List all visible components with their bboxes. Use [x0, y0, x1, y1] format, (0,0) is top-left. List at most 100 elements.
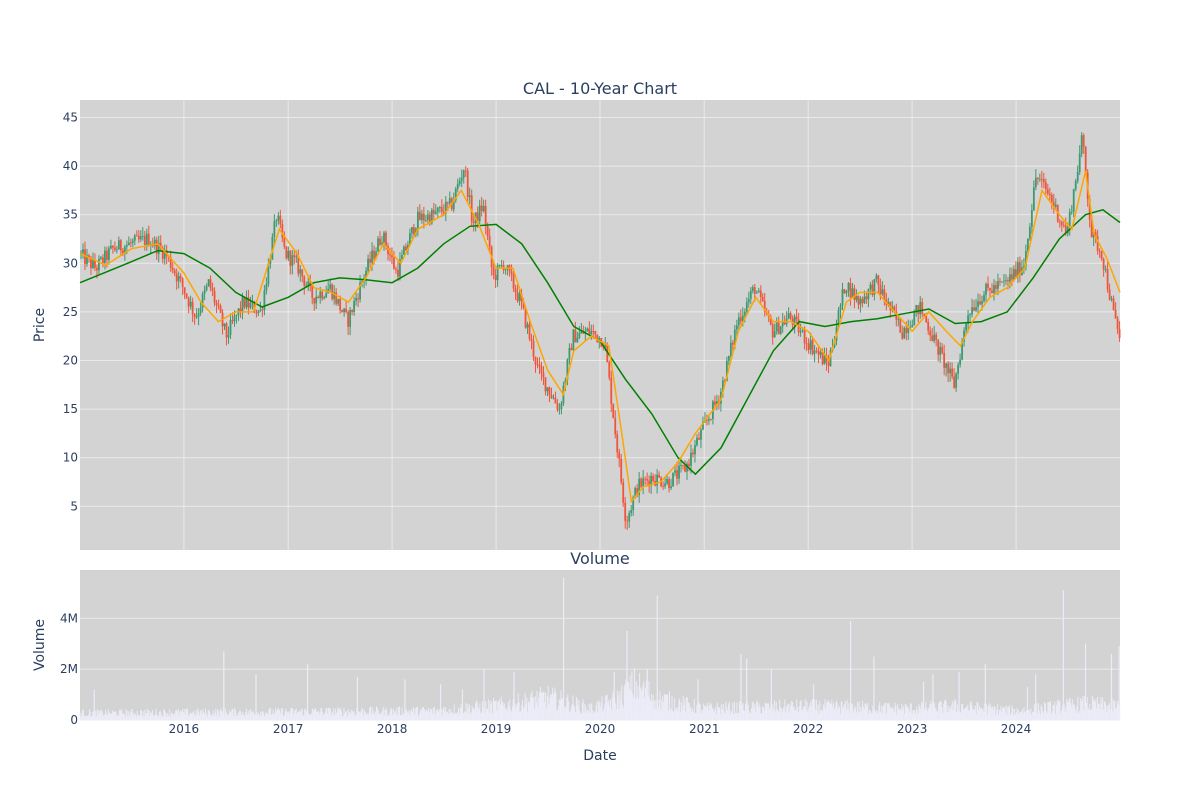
candle-body-265: [608, 361, 611, 378]
volume-bar-608: [598, 702, 600, 720]
volume-bar-192: [243, 715, 245, 720]
volume-bar-0: [79, 712, 81, 720]
volume-bar-543: [543, 691, 545, 720]
volume-bar-18: [94, 710, 96, 720]
volume-bar-680: [660, 709, 662, 720]
volume-bar-1147: [1059, 701, 1061, 720]
volume-bar-663: [645, 680, 647, 720]
volume-bar-456: [469, 704, 471, 720]
candle-body-475: [1026, 238, 1029, 252]
volume-bar-507: [512, 699, 514, 720]
volume-bar-871: [823, 706, 825, 720]
volume-bar-276: [315, 708, 317, 720]
volume-bar-40: [113, 711, 115, 720]
volume-bar-560: [557, 706, 559, 720]
candle-body-83: [245, 297, 248, 308]
volume-bar-670: [651, 701, 653, 720]
volume-bar-287: [324, 712, 326, 720]
volume-bar-889: [838, 707, 840, 720]
volume-bar-1075: [997, 714, 999, 720]
volume-bar-786: [751, 708, 753, 720]
volume-bar-992: [926, 711, 928, 720]
volume-bar-1086: [1007, 707, 1009, 720]
volume-bar-898: [846, 700, 848, 720]
candle-body-443: [963, 330, 965, 342]
volume-bar-1162: [1072, 699, 1074, 720]
volume-bar-981: [917, 713, 919, 720]
volume-bar-870: [822, 704, 824, 720]
volume-bar-916: [862, 700, 864, 720]
candle-body-239: [556, 403, 559, 410]
volume-bar-227: [273, 714, 275, 720]
volume-bar-525: [528, 701, 530, 720]
volume-bar-632: [619, 690, 621, 720]
candle-body-125: [329, 284, 332, 289]
volume-bar-943: [885, 702, 887, 720]
volume-bar-457: [469, 714, 471, 720]
volume-bar-629: [616, 690, 618, 720]
volume-bar-526: [528, 702, 530, 720]
volume-bar-1160: [1070, 702, 1072, 720]
volume-bar-386: [409, 714, 411, 720]
candle-body-159: [397, 269, 399, 277]
volume-bar-354: [381, 710, 383, 720]
volume-bar-1186: [1092, 698, 1094, 720]
volume-bar-34: [108, 711, 110, 720]
volume-bar-758: [727, 709, 729, 720]
volume-bar-1150: [1061, 705, 1063, 720]
volume-bar-521: [524, 692, 526, 720]
candle-body-441: [959, 359, 961, 365]
volume-bar-1111: [1028, 709, 1030, 720]
candle-body-74: [227, 334, 230, 338]
volume-bar-712: [687, 702, 689, 720]
volume-bar-101: [165, 716, 167, 720]
candle-body-42: [163, 250, 166, 259]
candle-body-184: [446, 201, 449, 204]
volume-bar-603: [594, 712, 596, 720]
candle-body-270: [618, 452, 621, 459]
volume-bar-679: [659, 691, 661, 720]
candle-body-46: [171, 268, 174, 271]
volume-bar-589: [582, 699, 584, 720]
volume-spike-10: [562, 577, 565, 720]
candle-body-70: [219, 305, 222, 313]
volume-bar-307: [341, 715, 343, 720]
candle-body-172: [422, 213, 425, 221]
volume-bar-409: [428, 712, 430, 720]
candle-body-49: [177, 276, 180, 282]
volume-bar-868: [821, 710, 823, 720]
volume-bar-472: [482, 707, 484, 720]
volume-bar-60: [130, 709, 132, 720]
volume-bar-1077: [999, 709, 1001, 720]
volume-bar-604: [595, 705, 597, 720]
volume-bar-681: [661, 700, 663, 720]
candle-body-450: [977, 301, 979, 308]
candle-body-469: [1015, 269, 1017, 277]
volume-bar-586: [580, 713, 582, 720]
volume-bar-551: [550, 694, 552, 720]
volume-bar-510: [515, 707, 517, 720]
candle-body-133: [345, 308, 348, 313]
candle-body-348: [773, 331, 776, 338]
candle-body-428: [933, 334, 936, 341]
candle-body-466: [1009, 274, 1011, 282]
volume-bar-707: [683, 705, 685, 720]
volume-bar-627: [615, 703, 617, 720]
volume-bar-838: [795, 710, 797, 720]
candle-body-517: [1110, 298, 1113, 300]
volume-bar-278: [317, 712, 319, 720]
candle-body-259: [596, 334, 599, 343]
volume-bar-281: [319, 711, 321, 720]
candle-body-516: [1108, 289, 1111, 300]
volume-bar-245: [288, 713, 290, 720]
volume-bar-326: [358, 711, 360, 720]
volume-bar-947: [888, 702, 890, 720]
candle-body-173: [424, 219, 427, 221]
candle-body-456: [989, 287, 991, 291]
volume-bar-128: [188, 714, 190, 720]
volume-bar-950: [891, 707, 893, 720]
candle-body-28: [135, 235, 138, 237]
candle-body-424: [925, 315, 928, 323]
volume-bar-178: [231, 708, 233, 720]
